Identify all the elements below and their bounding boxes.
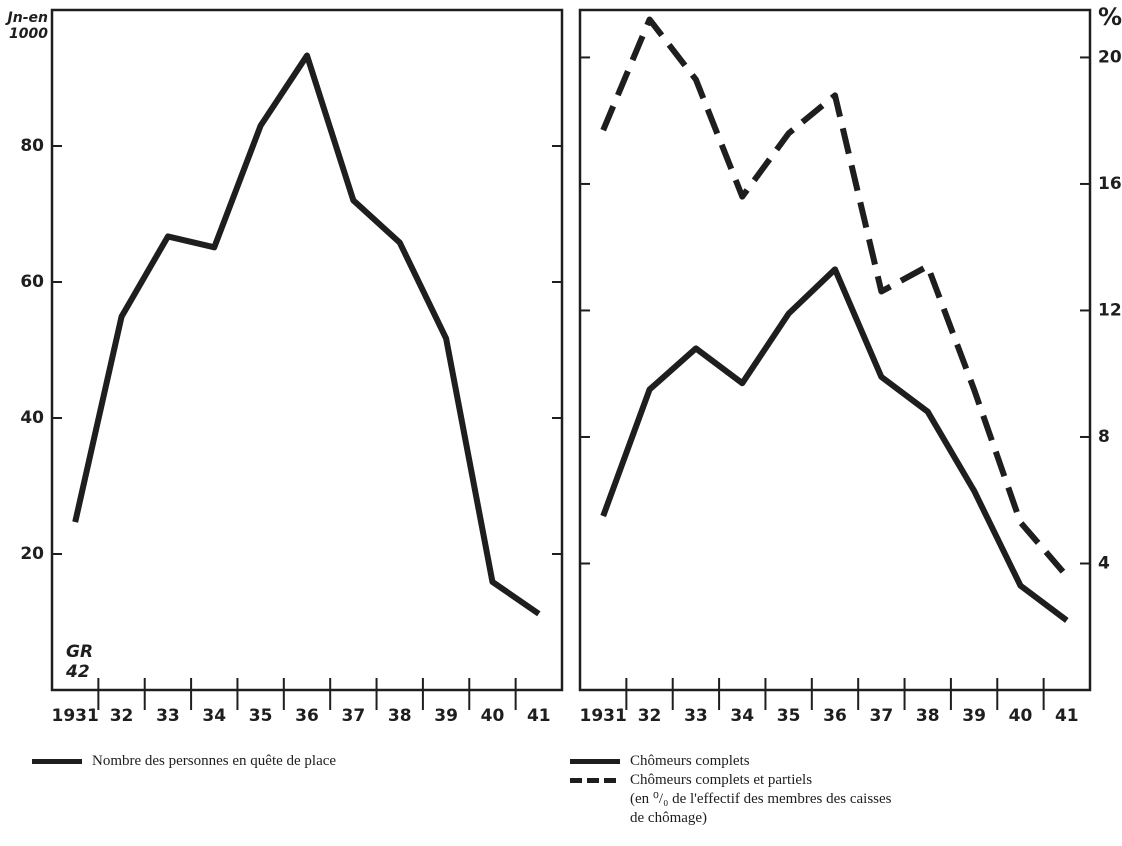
y-tick-label: 4 xyxy=(1098,553,1110,573)
y-tick-label: 20 xyxy=(20,544,44,564)
annotation: 42 xyxy=(65,662,90,682)
y-axis-label: Jn-en xyxy=(5,10,48,26)
y-tick-label: 40 xyxy=(20,408,44,428)
y-tick-label: 16 xyxy=(1098,174,1122,194)
legend-label: Nombre des personnes en quête de place xyxy=(92,753,337,769)
legend-swatch xyxy=(32,759,82,764)
x-tick-label: 33 xyxy=(684,706,708,726)
y-tick-label: 8 xyxy=(1098,427,1110,447)
data-line xyxy=(72,52,541,617)
x-tick-label: 1931 xyxy=(52,706,99,726)
x-tick-label: 39 xyxy=(962,706,986,726)
annotation: GR xyxy=(66,642,93,662)
x-tick-label: 41 xyxy=(527,706,551,726)
x-tick-label: 35 xyxy=(777,706,801,726)
legend-swatch xyxy=(570,759,620,764)
x-tick-label: 39 xyxy=(434,706,458,726)
x-tick-label: 36 xyxy=(295,706,319,726)
data-line xyxy=(600,16,1070,579)
y-tick-label: 60 xyxy=(20,272,44,292)
plot-frame xyxy=(50,8,564,692)
legend: Chômeurs complets Chômeurs complets et pa… xyxy=(570,752,900,828)
x-tick-label: 40 xyxy=(1009,706,1033,726)
legend-item: Nombre des personnes en quête de place xyxy=(32,752,336,771)
y-tick-label: 12 xyxy=(1098,300,1122,320)
x-tick-label: 34 xyxy=(202,706,226,726)
legend-item: Chômeurs complets et partiels xyxy=(570,771,900,790)
legend-item: Chômeurs complets xyxy=(570,752,900,771)
x-tick-label: 40 xyxy=(481,706,505,726)
y-axis-label: % xyxy=(1098,3,1122,31)
y-tick-label: 20 xyxy=(1098,47,1122,67)
x-tick-label: 38 xyxy=(388,706,412,726)
plot-frame xyxy=(578,8,1092,692)
x-tick-label: 37 xyxy=(870,706,894,726)
x-tick-label: 38 xyxy=(916,706,940,726)
x-tick-label: 41 xyxy=(1055,706,1079,726)
legend-swatch xyxy=(570,778,620,783)
y-tick-label: 80 xyxy=(20,136,44,156)
x-tick-label: 32 xyxy=(638,706,662,726)
x-tick-label: 36 xyxy=(823,706,847,726)
legend-label: Chômeurs complets et partiels xyxy=(630,772,813,788)
legend-label: Chômeurs complets xyxy=(630,753,750,769)
x-tick-label: 34 xyxy=(730,706,754,726)
data-line xyxy=(600,266,1069,623)
x-tick-label: 37 xyxy=(342,706,366,726)
x-tick-label: 32 xyxy=(110,706,134,726)
legend-note: (en ⁰/₀ de l'effectif des membres des ca… xyxy=(630,791,892,826)
x-tick-label: 35 xyxy=(249,706,273,726)
x-tick-label: 33 xyxy=(156,706,180,726)
legend: Nombre des personnes en quête de place xyxy=(32,752,336,771)
y-axis-label: 1000 xyxy=(9,26,48,42)
x-tick-label: 1931 xyxy=(580,706,627,726)
